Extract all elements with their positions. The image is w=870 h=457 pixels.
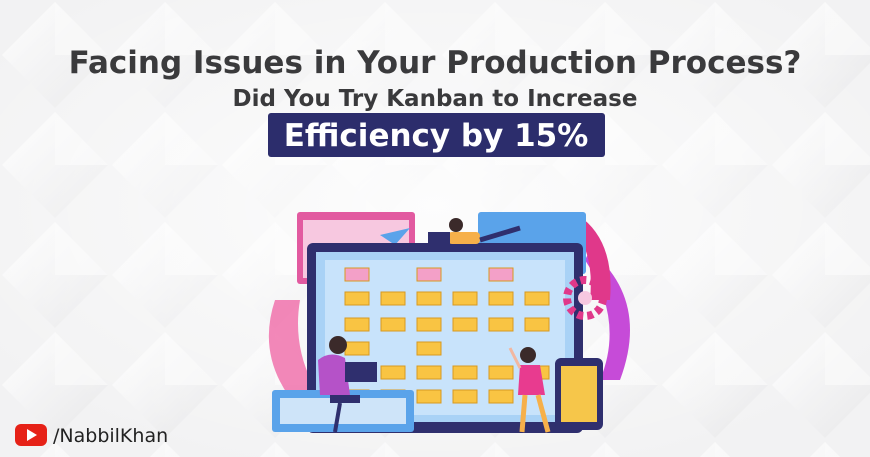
kanban-card: [344, 317, 370, 332]
illustration: [268, 212, 630, 433]
kanban-card: [344, 267, 370, 282]
kanban-card: [344, 341, 370, 356]
kanban-card: [344, 291, 370, 306]
youtube-play: [27, 429, 37, 441]
kanban-card: [380, 317, 406, 332]
kanban-card: [416, 291, 442, 306]
highlight: Efficiency by 15%: [284, 118, 589, 154]
kanban-card: [524, 291, 550, 306]
kanban-card: [488, 365, 514, 380]
kanban-card: [488, 291, 514, 306]
kanban-card: [380, 291, 406, 306]
kanban-card: [416, 341, 442, 356]
kanban-card: [416, 317, 442, 332]
kanban-card: [524, 317, 550, 332]
kanban-card: [416, 267, 442, 282]
kanban-card: [452, 365, 478, 380]
kanban-card: [488, 389, 514, 404]
kanban-card: [452, 317, 478, 332]
highlight-box: [268, 113, 605, 157]
channel-handle: /NabbilKhan: [53, 425, 168, 447]
kanban-card: [380, 365, 406, 380]
kanban-card: [488, 317, 514, 332]
subheadline: Did You Try Kanban to Increase: [233, 86, 638, 112]
kanban-card: [416, 365, 442, 380]
kanban-card: [452, 291, 478, 306]
headline: Facing Issues in Your Production Process…: [69, 45, 802, 81]
kanban-card: [452, 389, 478, 404]
kanban-card: [488, 267, 514, 282]
kanban-card: [416, 389, 442, 404]
